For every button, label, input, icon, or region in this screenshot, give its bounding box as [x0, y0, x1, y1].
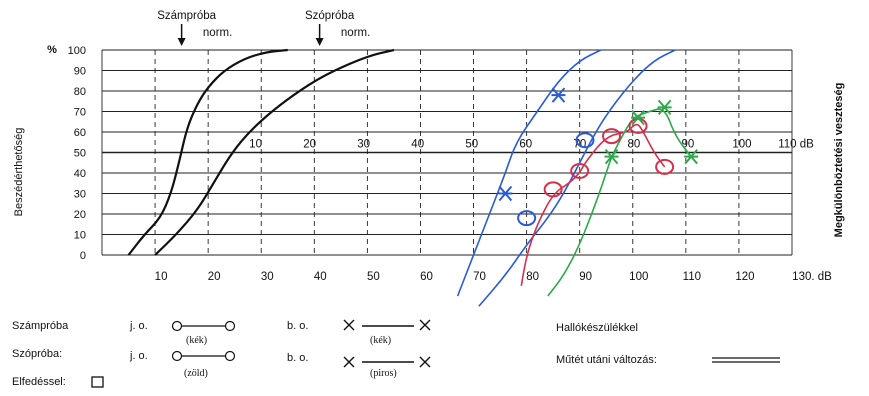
series-line — [127, 48, 288, 256]
legend-hallo-label: Hallókészülékkel — [556, 322, 638, 334]
x-bottom-tick-label: 130. dB — [792, 271, 832, 283]
x-mid-tick-label: 70 — [573, 139, 586, 151]
y-tick-label: 90 — [74, 66, 86, 78]
x-mark — [684, 148, 699, 165]
x-mid-tick-label: 20 — [303, 139, 316, 151]
x-mid-tick-label: 100 — [732, 139, 751, 151]
legend-szoproba-jo-sub: (zöld) — [184, 368, 208, 379]
x-bottom-tick-label: 30 — [261, 271, 274, 283]
x-mid-tick-label: 60 — [519, 139, 532, 151]
legend-szamproba-jo: j. o. — [130, 320, 148, 332]
legend-szoproba-bo-sub: (piros) — [370, 368, 397, 379]
x-bottom-tick-label: 110 — [683, 271, 701, 283]
circle-mark — [602, 128, 622, 145]
x-mark — [604, 148, 619, 165]
circle-mark — [575, 132, 595, 149]
arrow-head-icon — [177, 38, 186, 46]
y-tick-label: 10 — [74, 230, 86, 242]
norm-marker-sub: norm. — [203, 27, 232, 39]
x-mid-tick-label: 80 — [627, 139, 640, 151]
x-bottom-tick-label: 60 — [420, 271, 433, 283]
x-bottom-tick-label: 70 — [473, 271, 486, 283]
x-bottom-tick-label: 90 — [579, 271, 592, 283]
legend-szamproba-bo: b. o. — [287, 320, 309, 332]
circle-mark — [543, 181, 563, 198]
legend-szamproba-bo-sub: (kék) — [370, 335, 392, 346]
x-mid-tick-label: 30 — [357, 139, 370, 151]
point-marks — [498, 87, 699, 227]
y-tick-label: 60 — [74, 127, 86, 139]
series-line — [154, 48, 395, 256]
y-tick-label: 0 — [80, 250, 86, 262]
x-mid-tick-label: 10 — [249, 139, 262, 151]
x-bottom-tick-label: 20 — [208, 271, 221, 283]
y-unit-label: % — [47, 44, 57, 56]
x-mid-tick-label: 110 dB — [778, 139, 814, 151]
x-bottom-tick-label: 40 — [314, 271, 327, 283]
x-mark — [657, 99, 672, 116]
circle-mark — [655, 158, 675, 175]
x-mark — [631, 109, 646, 126]
series-group — [127, 48, 692, 307]
x-mid-tick-label: 50 — [465, 139, 478, 151]
y-tick-label: 20 — [74, 209, 86, 221]
circle-mark — [517, 210, 537, 227]
norm-marker-label: Szópróba — [305, 10, 355, 22]
series-line — [478, 49, 676, 307]
y-tick-label: 40 — [74, 168, 86, 180]
legend-szoproba-bo: b. o. — [287, 352, 309, 364]
x-mark — [498, 185, 513, 202]
x-bottom-tick-label: 50 — [367, 271, 380, 283]
y-tick-label: 100 — [68, 45, 86, 57]
legend-szoproba-label: Szópróba: — [12, 348, 63, 360]
legend-szoproba-jo: j. o. — [130, 350, 148, 362]
series-line — [456, 49, 602, 297]
legend-mutet-label: Műtét utáni változás: — [556, 354, 657, 366]
norm-marker-sub: norm. — [341, 27, 370, 39]
legend-szamproba-label: Számpróba — [12, 320, 69, 332]
norm-marker-label: Számpróba — [157, 10, 216, 22]
grid — [101, 49, 793, 256]
series-line — [520, 123, 666, 286]
x-mid-tick-label: 90 — [682, 139, 695, 151]
circle-mark — [570, 162, 590, 179]
x-bottom-tick-label: 10 — [155, 271, 168, 283]
arrow-head-icon — [315, 38, 324, 46]
norm-markers: Számpróba norm. Szópróba norm. — [157, 10, 370, 46]
y-axis-title: Beszédérthetőség — [13, 128, 25, 217]
x-bottom-tick-label: 120 — [735, 271, 754, 283]
y-tick-label: 30 — [74, 189, 86, 201]
legend-elfedes-label: Elfedéssel: — [12, 376, 66, 388]
y-tick-label: 50 — [74, 148, 86, 160]
y-tick-label: 70 — [74, 107, 86, 119]
x-mid-tick-label: 40 — [411, 139, 424, 151]
x-bottom-tick-label: 100 — [629, 271, 648, 283]
x-bottom-tick-label: 80 — [526, 271, 539, 283]
y-tick-label: 80 — [74, 86, 86, 98]
x-mark — [551, 87, 566, 103]
legend-szamproba-jo-sub: (kék) — [186, 335, 208, 346]
right-axis-title: Megkülönböztetési veszteség — [833, 83, 845, 238]
